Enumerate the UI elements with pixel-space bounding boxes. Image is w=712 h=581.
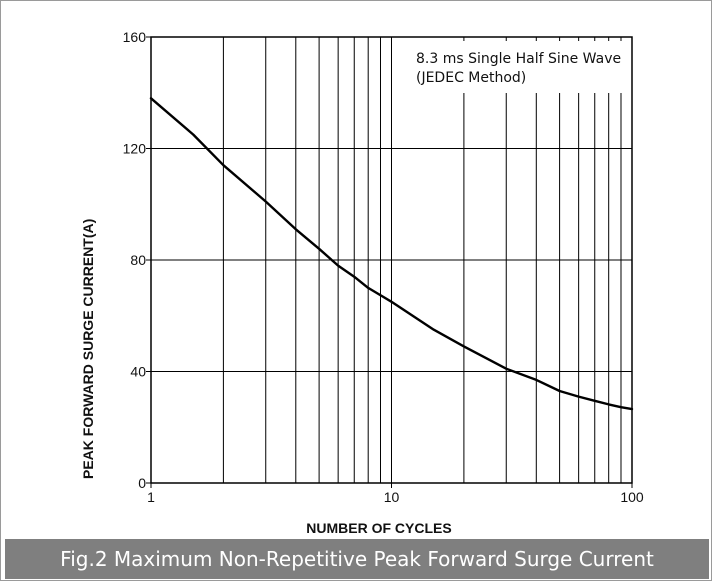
grid-lines [146,36,633,488]
surge-current-curve [149,97,634,411]
x-tick-label: 100 [620,489,644,505]
series-group [149,97,634,411]
x-tick-label: 1 [147,489,155,505]
y-tick-label: 80 [130,252,146,268]
plot-border [150,36,633,484]
annotation-box [409,41,630,93]
x-axis-title: NUMBER OF CYCLES [306,520,451,536]
y-axis-title: PEAK FORWARD SURGE CURRENT(A) [80,219,96,479]
surge-current-chart: 1 10 100 0 40 80 120 160 8.3 ms Single Half Sin… [80,29,644,536]
x-tick-label: 10 [384,489,400,505]
annotation-line-2: (JEDEC Method) [416,70,526,86]
y-tick-label: 120 [123,141,147,157]
y-tick-label: 160 [123,29,147,45]
figure-caption: Fig.2 Maximum Non-Repetitive Peak Forwar… [5,539,709,579]
y-tick-label: 40 [130,364,146,380]
tick-labels: 1 10 100 0 40 80 120 160 [123,29,644,505]
annotation-line-1: 8.3 ms Single Half Sine Wave [416,51,621,67]
y-tick-label: 0 [138,475,146,491]
